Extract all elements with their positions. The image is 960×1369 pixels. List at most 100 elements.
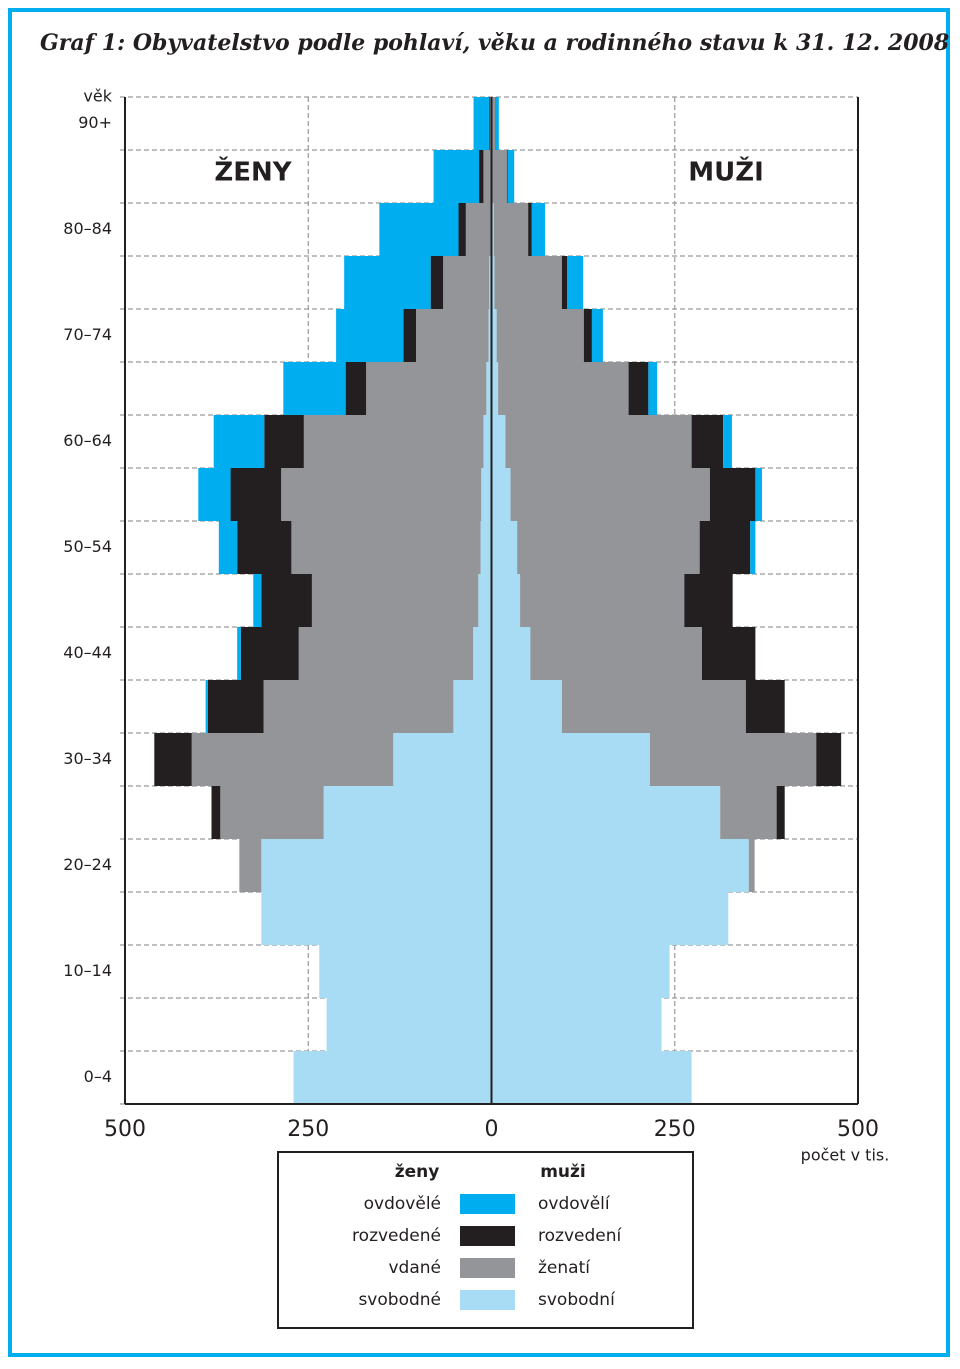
bar-segment [214,415,265,468]
bar-segment [239,839,261,892]
bar-segment [312,574,478,627]
bar-segment [505,415,691,468]
legend-label: ovdovělé [364,1194,441,1214]
bar-segment [650,733,816,786]
legend-label: rozvedené [352,1226,441,1246]
bar-segment [416,309,489,362]
bar-segment [208,680,264,733]
bar-segment [346,362,367,415]
bar-segment [492,680,562,733]
bar-segment [511,468,710,521]
y-tick-label: 20–24 [63,855,112,874]
legend-label: ovdovělí [538,1194,611,1214]
legend-header: ženy [395,1162,440,1182]
bar-segment [219,521,237,574]
bar-segment [431,256,443,309]
bar-segment [404,309,416,362]
bar-segment [366,362,486,415]
bar-segment [492,998,662,1051]
legend-swatch [460,1194,515,1214]
bar-segment [478,574,491,627]
bar-segment [702,627,756,680]
y-tick-label: 40–44 [63,643,112,662]
bar-segment [479,150,483,203]
bar-segment [498,362,628,415]
bar-segment [283,362,345,415]
legend-swatch [460,1258,515,1278]
bar-segment [489,97,490,150]
bar-segment [517,521,700,574]
x-axis-label: počet v tis. [801,1146,890,1165]
bar-segment [483,415,491,468]
bar-segment [473,627,491,680]
bar-segment [453,680,491,733]
bar-segment [192,733,394,786]
bar-segment [492,733,650,786]
legend-label: ženatí [538,1258,591,1278]
bar-segment [497,309,584,362]
bar-segment [231,468,282,521]
chart-title: Graf 1: Obyvatelstvo podle pohlaví, věku… [40,30,949,56]
bar-segment [206,680,208,733]
y-tick-label: 50–54 [63,537,112,556]
bar-segment [264,680,454,733]
legend-swatch [460,1226,515,1246]
bar-segment [281,468,481,521]
bar-segment [299,627,473,680]
bar-segment [494,256,561,309]
bar-segment [434,150,479,203]
y-tick-label: 80–84 [63,219,112,238]
bar-segment [710,468,755,521]
bar-segment [592,309,603,362]
bar-segment [700,521,751,574]
bar-segment [520,574,684,627]
bar-segment [507,150,508,203]
bar-segment [261,892,491,945]
bar-segment [720,786,776,839]
bar-segment [319,945,491,998]
bar-segment [755,468,762,521]
legend-label: svobodné [358,1290,441,1310]
bar-segment [496,97,499,150]
bar-segment [483,150,490,203]
legend-label: svobodní [538,1290,616,1310]
group-label: MUŽI [688,156,764,188]
bar-segment [344,256,430,309]
bar-segment [492,150,507,203]
bar-segment [648,362,657,415]
y-tick-label: 0–4 [84,1067,112,1086]
bar-segment [492,839,749,892]
bar-segment [481,468,491,521]
bar-segment [723,415,732,468]
bar-segment [466,203,491,256]
y-tick-label: 60–64 [63,431,112,450]
x-tick-label: 0 [485,1117,499,1142]
bar-segment [750,521,755,574]
bar-segment [211,786,220,839]
bar-segment [532,203,545,256]
x-tick-label: 500 [837,1117,879,1142]
group-label: ŽENY [214,156,292,188]
bar-segment [237,521,291,574]
bar-segment [684,574,732,627]
bar-segment [567,256,583,309]
y-axis-label: věk [83,87,112,106]
legend-swatch [460,1290,515,1310]
y-tick-label: 10–14 [63,961,112,980]
bar-segment [291,521,480,574]
bar-segment [379,203,458,256]
bar-segment [492,521,518,574]
bar-segment [253,574,261,627]
bar-segment [492,627,531,680]
bar-segment [237,627,241,680]
bar-segment [528,203,532,256]
bar-segment [492,892,729,945]
bar-segment [304,415,484,468]
bar-segment [562,680,746,733]
bar-segment [220,786,323,839]
bar-segment [198,468,230,521]
bar-segment [492,1051,692,1104]
bar-segment [692,415,724,468]
bar-segment [816,733,841,786]
